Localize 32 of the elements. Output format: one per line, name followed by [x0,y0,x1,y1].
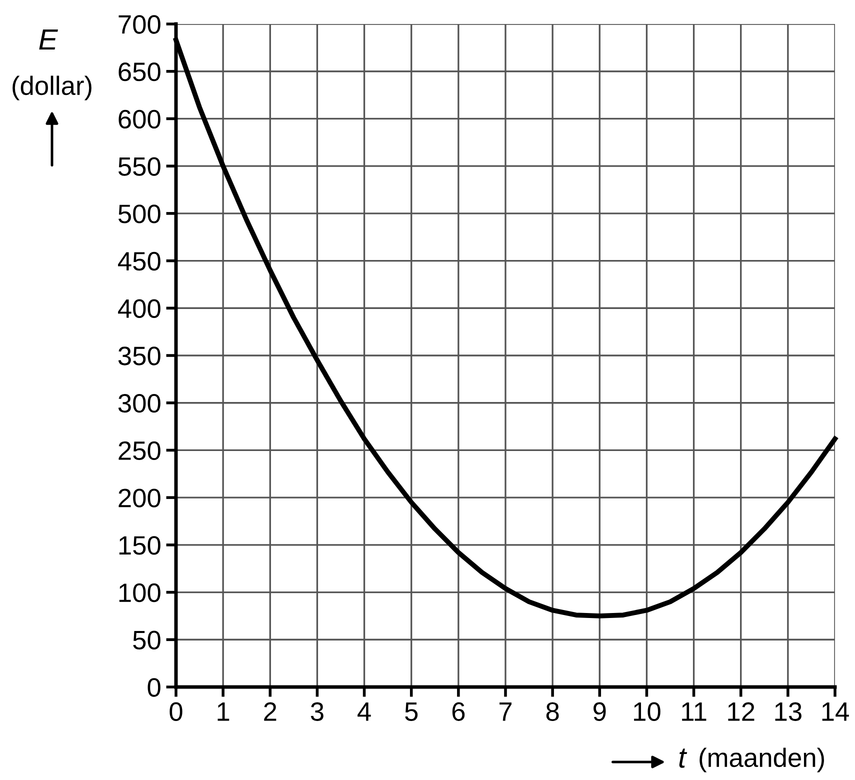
x-tick-label: 7 [500,702,512,721]
y-tick-label: 100 [119,583,160,602]
x-tick-label: 5 [405,702,418,721]
x-tick-label: 3 [310,702,324,721]
y-tick-label: 150 [119,536,160,555]
y-tick-label: 300 [118,394,160,413]
y-tick-label: 550 [118,157,160,176]
y-tick-label: 600 [118,110,160,129]
y-tick-label: 500 [118,204,160,224]
x-tick-label: 1 [218,702,230,721]
y-tick-label: 700 [118,15,160,34]
x-tick-label: 12 [728,702,754,721]
y-axis-title: E (dollar) [12,29,92,100]
y-tick-label: 0 [148,678,160,697]
x-tick-label: 14 [822,702,849,721]
y-tick-label: 400 [118,299,160,318]
y-tick-label: 450 [118,252,160,271]
y-tick-label: 250 [118,441,160,460]
x-tick-label: 6 [452,702,465,721]
x-tick-label: 2 [264,702,276,721]
y-tick-label: 200 [118,488,160,508]
x-tick-label: 10 [634,702,660,721]
x-tick-label: 0 [170,702,182,721]
x-axis-title: t (maanden) [679,748,824,772]
y-tick-label: 350 [118,346,160,366]
x-tick-label: 13 [775,702,802,721]
x-tick-label: 8 [546,702,559,721]
x-tick-label: 11 [682,702,706,721]
y-tick-label: 50 [133,630,160,650]
x-tick-label: 9 [594,702,606,721]
x-tick-label: 4 [358,702,371,721]
y-tick-label: 650 [118,62,160,82]
